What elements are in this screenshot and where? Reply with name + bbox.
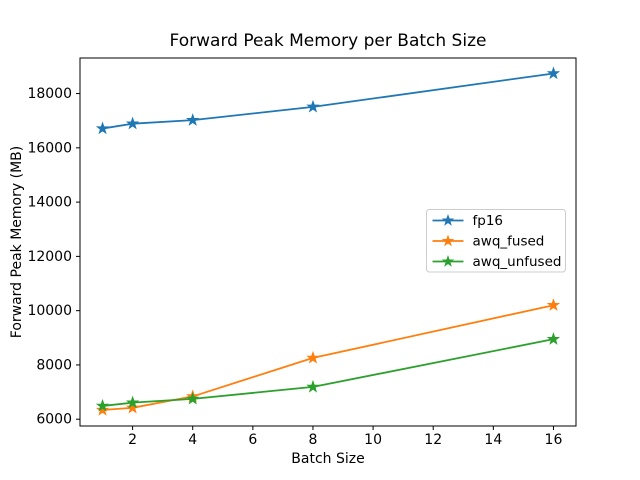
plot-border [79, 57, 577, 427]
marker-awq_fused [546, 298, 561, 311]
marker-fp16 [306, 99, 320, 113]
series-line-fp16 [101, 72, 555, 130]
y-tick-label: 18000 [27, 86, 72, 102]
x-tick-label: 6 [248, 432, 257, 448]
legend-swatch-marker-awq_unfused [441, 254, 455, 267]
marker-awq_unfused [125, 395, 140, 409]
legend-swatch-marker-awq_fused [441, 234, 455, 247]
x-tick-label: 10 [364, 432, 382, 448]
chart-title: Forward Peak Memory per Batch Size [169, 31, 487, 51]
y-tick-label: 12000 [27, 249, 72, 265]
marker-awq_fused [306, 350, 320, 364]
marker-awq_fused [125, 400, 140, 414]
legend-label-awq_unfused: awq_unfused [473, 254, 562, 270]
legend-label-awq_fused: awq_fused [473, 234, 545, 250]
x-tick-label: 12 [424, 432, 442, 448]
y-tick-label: 16000 [27, 140, 72, 156]
legend-label-fp16: fp16 [473, 213, 504, 229]
x-tick-label: 14 [484, 432, 502, 448]
marker-awq_unfused [546, 332, 561, 345]
y-tick-label: 8000 [36, 357, 72, 373]
x-tick-label: 16 [545, 432, 563, 448]
x-axis-label: Batch Size [291, 451, 365, 467]
series-line-awq_unfused [101, 338, 555, 407]
y-tick-label: 10000 [27, 303, 72, 319]
marker-awq_unfused [306, 379, 320, 393]
marker-awq_unfused [186, 391, 200, 405]
marker-awq_unfused [95, 398, 110, 412]
marker-fp16 [186, 113, 200, 126]
legend-swatch-marker-fp16 [441, 213, 455, 226]
marker-fp16 [125, 116, 140, 130]
marker-fp16 [546, 66, 561, 80]
x-tick-label: 8 [309, 432, 318, 448]
marker-fp16 [95, 121, 110, 135]
y-axis-label: Forward Peak Memory (MB) [9, 145, 25, 339]
legend-box [426, 209, 566, 273]
y-tick-label: 14000 [27, 195, 72, 211]
series-line-awq_fused [101, 304, 555, 411]
marker-awq_fused [95, 402, 110, 416]
x-tick-label: 2 [128, 432, 137, 448]
x-tick-label: 4 [188, 432, 197, 448]
y-tick-label: 6000 [36, 412, 72, 428]
